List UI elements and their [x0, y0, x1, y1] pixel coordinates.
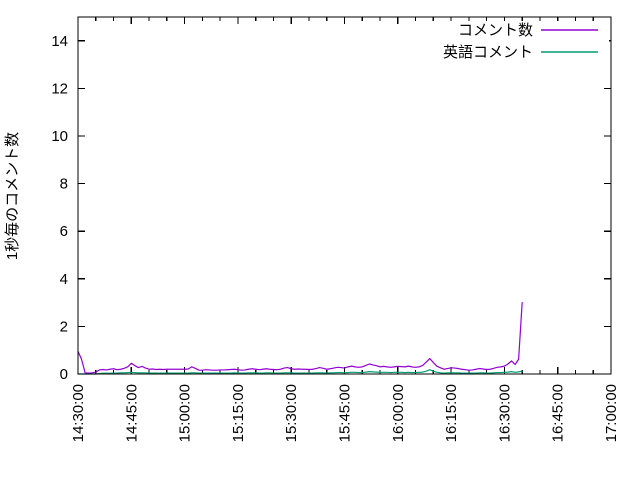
y-tick-label: 2 — [60, 318, 68, 335]
x-tick-label: 14:45:00 — [123, 384, 140, 442]
x-tick-label: 15:30:00 — [283, 384, 300, 442]
y-tick-label: 14 — [51, 33, 68, 50]
x-tick-label: 16:30:00 — [496, 384, 513, 442]
y-tick-label: 0 — [60, 366, 68, 383]
x-tick-label: 14:30:00 — [70, 384, 87, 442]
y-axis-title: 1秒毎のコメント数 — [4, 132, 21, 260]
legend-label-2: 英語コメント — [443, 43, 533, 61]
x-tick-label: 16:15:00 — [443, 384, 460, 442]
series-line-1 — [77, 302, 523, 374]
y-tick-label: 6 — [60, 223, 68, 240]
x-tick-label: 17:00:00 — [603, 384, 620, 442]
x-tick-label: 16:45:00 — [550, 384, 567, 442]
legend-label-1: コメント数 — [458, 22, 533, 39]
x-tick-label: 15:45:00 — [337, 384, 354, 442]
x-tick-label: 15:15:00 — [230, 384, 247, 442]
legend-background — [427, 21, 609, 69]
x-tick-label: 16:00:00 — [390, 384, 407, 442]
plot-frame — [77, 16, 612, 375]
x-tick-label: 15:00:00 — [177, 384, 194, 442]
y-tick-label: 8 — [60, 176, 68, 193]
x-axis-tick-labels: 14:30:00 14:45:00 15:00:00 15:15:00 15:30:00… — [70, 384, 620, 442]
y-tick-label: 12 — [51, 80, 68, 97]
y-axis-tick-labels: 0 2 4 6 8 10 12 14 — [51, 33, 68, 383]
y-tick-label: 10 — [51, 128, 68, 145]
data-series-group — [77, 302, 523, 375]
series-line-2 — [77, 369, 523, 375]
y-tick-label: 4 — [60, 271, 68, 288]
